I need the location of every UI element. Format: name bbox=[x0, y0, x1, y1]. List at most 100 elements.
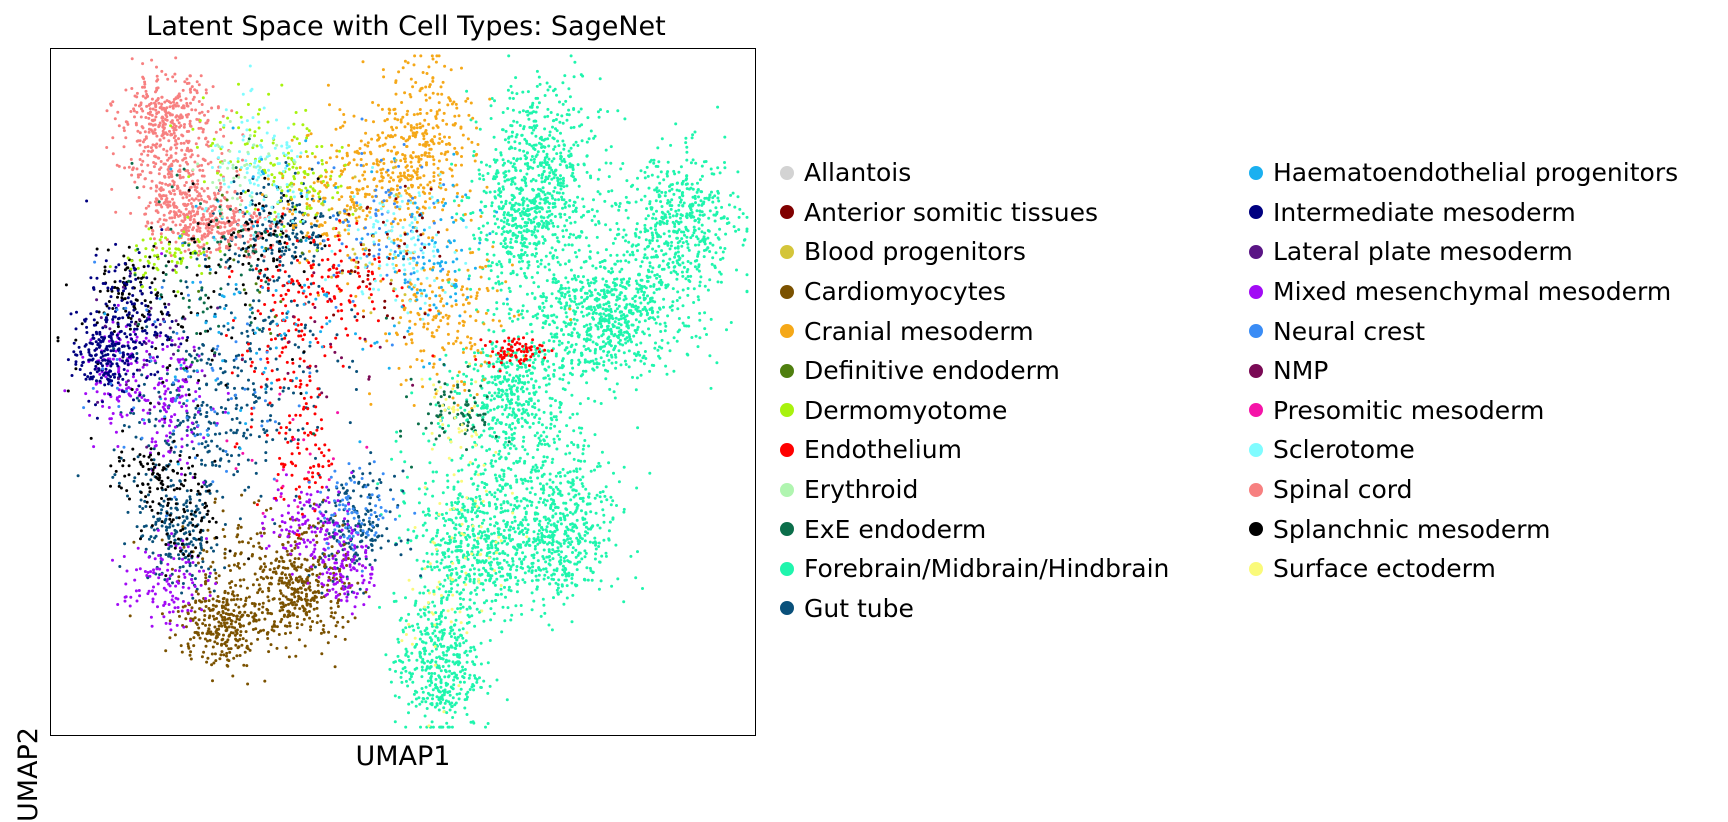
data-point bbox=[683, 233, 686, 237]
data-point bbox=[503, 539, 507, 543]
data-point bbox=[499, 503, 503, 507]
data-point bbox=[397, 536, 401, 540]
data-point bbox=[370, 544, 374, 547]
data-point bbox=[246, 334, 250, 338]
data-point bbox=[473, 440, 477, 444]
data-point bbox=[467, 274, 471, 278]
scatter-plot bbox=[56, 54, 749, 729]
data-point bbox=[659, 278, 663, 282]
data-point bbox=[117, 481, 121, 485]
data-point bbox=[462, 580, 466, 584]
data-point bbox=[525, 156, 529, 160]
data-point bbox=[468, 247, 472, 251]
data-point bbox=[564, 531, 568, 535]
data-point bbox=[604, 307, 608, 311]
data-point bbox=[589, 334, 593, 338]
data-point bbox=[623, 285, 627, 289]
data-point bbox=[495, 307, 499, 311]
data-point bbox=[562, 373, 566, 377]
data-point bbox=[524, 365, 528, 369]
data-point bbox=[530, 155, 534, 158]
data-point bbox=[526, 374, 529, 378]
data-point bbox=[506, 251, 509, 255]
data-point bbox=[643, 170, 647, 174]
data-point bbox=[373, 558, 377, 562]
data-point bbox=[547, 494, 551, 497]
data-point bbox=[553, 233, 557, 236]
data-point bbox=[260, 329, 264, 333]
data-point bbox=[521, 407, 525, 411]
data-point bbox=[609, 353, 613, 357]
data-point bbox=[542, 221, 546, 225]
data-point bbox=[561, 248, 565, 252]
data-point bbox=[689, 274, 693, 278]
data-point bbox=[480, 211, 484, 215]
data-point bbox=[423, 613, 427, 617]
data-point bbox=[462, 680, 466, 684]
data-point bbox=[590, 578, 594, 582]
data-point bbox=[572, 143, 576, 147]
data-point bbox=[520, 403, 524, 407]
data-point bbox=[663, 329, 667, 333]
data-point bbox=[529, 207, 533, 211]
data-point bbox=[510, 91, 514, 95]
data-point bbox=[533, 225, 537, 229]
data-point bbox=[564, 276, 568, 280]
data-point bbox=[400, 680, 404, 684]
data-point bbox=[501, 398, 505, 402]
data-point bbox=[517, 377, 521, 381]
data-point bbox=[494, 148, 498, 151]
data-point bbox=[505, 698, 509, 702]
data-point bbox=[634, 388, 638, 392]
data-point bbox=[676, 245, 680, 249]
data-point bbox=[559, 184, 563, 188]
data-point bbox=[177, 557, 181, 561]
data-point bbox=[499, 288, 503, 292]
data-point bbox=[368, 502, 372, 506]
data-point bbox=[535, 69, 539, 73]
data-point bbox=[508, 399, 512, 403]
data-point bbox=[327, 488, 331, 492]
data-point bbox=[460, 634, 463, 638]
data-point bbox=[492, 158, 496, 162]
data-point bbox=[357, 481, 361, 485]
data-point bbox=[446, 682, 450, 686]
data-point bbox=[463, 706, 467, 710]
data-point bbox=[745, 227, 749, 231]
data-point bbox=[681, 241, 685, 245]
data-point bbox=[487, 264, 490, 268]
data-point bbox=[584, 369, 588, 373]
data-point bbox=[559, 157, 563, 161]
data-point bbox=[555, 152, 559, 156]
data-point bbox=[367, 520, 371, 524]
data-point bbox=[741, 243, 745, 247]
data-point bbox=[664, 215, 668, 219]
data-point bbox=[589, 305, 593, 309]
data-point bbox=[423, 714, 427, 718]
data-point bbox=[495, 394, 499, 398]
data-point bbox=[496, 488, 500, 492]
data-point bbox=[473, 538, 477, 542]
data-point bbox=[245, 403, 249, 407]
data-point bbox=[553, 215, 557, 218]
data-point bbox=[424, 481, 427, 485]
data-point bbox=[484, 237, 488, 241]
data-point bbox=[222, 324, 226, 328]
data-point bbox=[442, 566, 446, 570]
data-point bbox=[461, 502, 465, 506]
data-point bbox=[437, 690, 441, 693]
data-point bbox=[535, 587, 539, 591]
data-point bbox=[574, 555, 578, 559]
data-point bbox=[567, 235, 571, 239]
data-point bbox=[565, 525, 569, 529]
data-point bbox=[561, 176, 565, 180]
data-point bbox=[219, 406, 223, 409]
data-point bbox=[376, 482, 380, 486]
data-point bbox=[453, 636, 457, 640]
data-point bbox=[407, 702, 411, 706]
data-point bbox=[610, 189, 614, 193]
data-point bbox=[511, 218, 515, 222]
data-point bbox=[657, 160, 661, 164]
data-point bbox=[530, 111, 534, 115]
data-point bbox=[536, 448, 540, 452]
